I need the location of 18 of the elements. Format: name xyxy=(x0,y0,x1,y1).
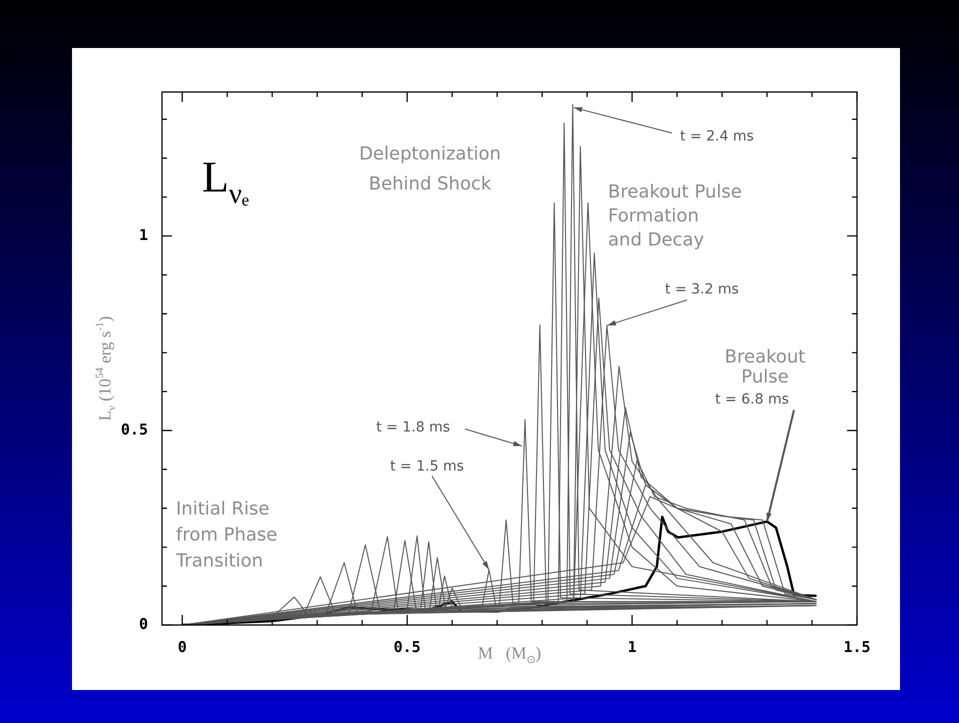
x-tick-label: 0.5 xyxy=(394,638,421,656)
annotation: t = 1.5 ms xyxy=(390,458,464,475)
annotation: t = 2.4 ms xyxy=(680,128,754,145)
x-tick-label: 0 xyxy=(178,638,187,656)
x-axis-title: M (M⊙) xyxy=(478,643,542,666)
annotation: Breakout Pulse Formation and Decay xyxy=(608,182,742,251)
y-tick-label: 0.5 xyxy=(120,420,148,438)
annotation: Breakout Pulse xyxy=(724,346,806,388)
x-tick-label: 1.5 xyxy=(843,638,871,656)
y-tick-label: 0 xyxy=(138,614,148,633)
x-tick-label: 1 xyxy=(628,638,637,656)
y-axis-title: Lν (1054 erg s-1) xyxy=(94,316,118,421)
annotation: t = 6.8 ms xyxy=(715,392,789,408)
y-tick-label: 1 xyxy=(138,226,148,244)
annotation: Deleptonization Behind Shock xyxy=(359,144,501,195)
annotation: t = 3.2 ms xyxy=(665,282,739,298)
annotation: Initial Rise from Phase Transition xyxy=(175,498,278,572)
annotation: t = 1.8 ms xyxy=(376,420,450,436)
